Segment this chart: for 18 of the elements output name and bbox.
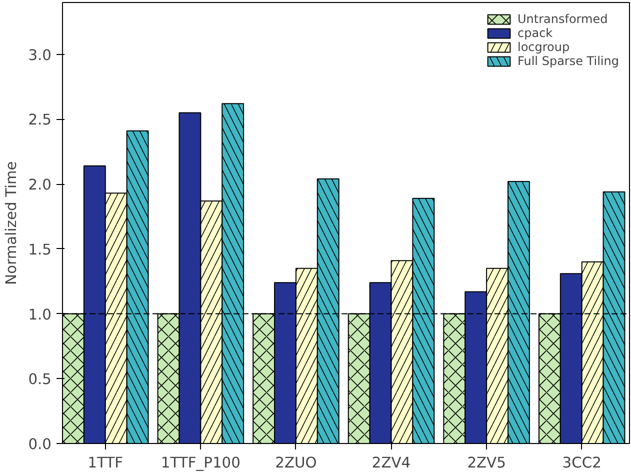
legend-label: Full Sparse Tiling <box>518 54 619 68</box>
x-tick-label: 1TTF <box>88 454 124 472</box>
x-tick-label: 1TTF_P100 <box>160 454 240 472</box>
x-tick-label: 2ZUO <box>275 454 317 472</box>
legend-label: cpack <box>518 26 553 40</box>
y-tick-label: 2.5 <box>28 112 52 129</box>
y-axis-title: Normalized Time <box>3 161 20 285</box>
y-tick-label: 3.0 <box>28 46 52 64</box>
y-tick-label: 0.5 <box>28 371 52 388</box>
x-tick-label: 2ZV4 <box>372 454 411 472</box>
y-tick-label: 0.0 <box>28 436 52 453</box>
y-tick-label: 2.0 <box>28 176 52 194</box>
y-tick-label: 1.5 <box>28 241 52 258</box>
x-tick-label: 2ZV5 <box>467 454 506 472</box>
legend-label: locgroup <box>518 40 570 54</box>
x-tick-label: 3CC2 <box>562 454 602 472</box>
legend-label: Untransformed <box>518 12 608 26</box>
y-tick-label: 1.0 <box>28 306 52 324</box>
